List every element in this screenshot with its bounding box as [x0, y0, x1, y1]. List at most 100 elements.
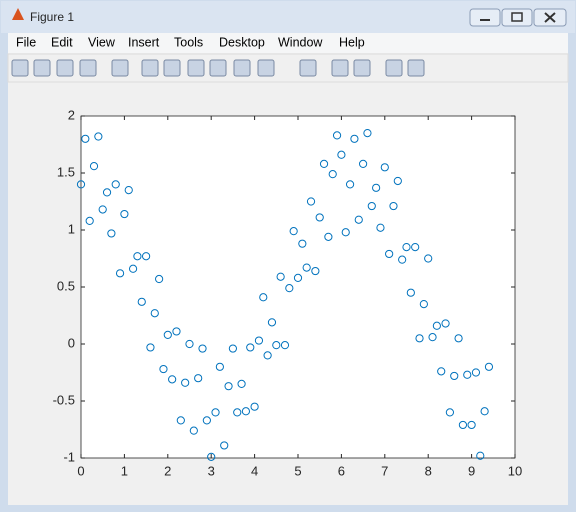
toolbar-button[interactable]: [56, 59, 74, 77]
scatter-point: [441, 319, 450, 328]
scatter-point: [181, 378, 190, 387]
scatter-point: [359, 159, 368, 168]
scatter-point: [476, 451, 485, 460]
scatter-point: [302, 263, 311, 272]
close-icon: [544, 12, 556, 23]
menu-item[interactable]: Help: [339, 35, 365, 49]
maximize-button[interactable]: [501, 8, 533, 27]
scatter-point: [393, 176, 402, 186]
scatter-point: [128, 264, 138, 273]
scatter-point: [185, 339, 194, 349]
scatter-point: [454, 334, 463, 343]
scatter-point: [146, 343, 155, 352]
scatter-point: [89, 162, 99, 171]
scatter-point: [424, 254, 433, 263]
scatter-point: [367, 201, 376, 211]
scatter-point: [354, 215, 363, 224]
scatter-point: [398, 255, 407, 264]
scatter-point: [450, 371, 459, 381]
toolbar-button[interactable]: [163, 59, 181, 77]
y-tick-label: 1: [68, 221, 75, 236]
menu-item[interactable]: Insert: [128, 35, 160, 49]
scatter-point: [224, 382, 233, 391]
scatter-point: [380, 163, 389, 172]
x-tick-label: 9: [468, 463, 475, 478]
scatter-point: [228, 344, 237, 353]
scatter-point: [337, 150, 346, 159]
toolbar-button[interactable]: [111, 59, 129, 77]
y-tick-label: 2: [68, 107, 75, 122]
scatter-point: [120, 209, 129, 219]
scatter-point: [419, 300, 428, 309]
scatter-point: [111, 180, 120, 189]
scatter-point: [202, 416, 211, 425]
x-tick-label: 3: [208, 463, 215, 478]
menu-item[interactable]: Desktop: [219, 35, 265, 49]
scatter-point: [246, 343, 255, 352]
scatter-point: [311, 266, 320, 276]
x-tick-label: 5: [294, 463, 301, 478]
scatter-point: [463, 370, 472, 379]
menu-item[interactable]: File: [16, 35, 36, 49]
toolbar-button[interactable]: [79, 59, 97, 77]
scatter-point: [406, 288, 415, 297]
scatter-point: [263, 351, 272, 360]
x-tick-label: 8: [425, 463, 432, 478]
toolbar-button[interactable]: [257, 59, 275, 77]
scatter-point: [155, 274, 164, 284]
scatter-point: [137, 297, 146, 306]
scatter-point: [319, 159, 329, 168]
scatter-point: [267, 318, 277, 327]
scatter-point: [233, 408, 242, 417]
scatter-point: [484, 362, 494, 371]
scatter-point: [280, 341, 290, 350]
toolbar-button[interactable]: [209, 59, 227, 77]
scatter-point: [163, 330, 172, 339]
scatter-point: [345, 180, 355, 189]
toolbar: [7, 53, 569, 83]
y-tick-label: 1.5: [57, 164, 75, 179]
menu-item[interactable]: Window: [278, 35, 323, 49]
toolbar-button[interactable]: [299, 59, 317, 77]
y-tick-label: 0: [68, 335, 75, 350]
scatter-point: [215, 362, 224, 371]
scatter-point: [107, 229, 116, 238]
scatter-point: [293, 273, 303, 282]
window-title: Figure 1: [30, 10, 74, 24]
scatter-point: [428, 333, 437, 342]
scatter-point: [85, 216, 94, 225]
scatter-point: [81, 134, 90, 143]
menu-item[interactable]: Edit: [51, 35, 73, 49]
scatter-point: [285, 284, 294, 293]
scatter-point: [289, 227, 298, 236]
menu-item[interactable]: Tools: [174, 35, 203, 49]
scatter-point: [102, 188, 112, 197]
scatter-point: [389, 201, 398, 211]
toolbar-button[interactable]: [141, 59, 159, 77]
minimize-button[interactable]: [469, 8, 501, 27]
scatter-point: [328, 170, 337, 179]
scatter-point: [306, 197, 316, 206]
toolbar-button[interactable]: [385, 59, 403, 77]
scatter-point: [207, 452, 216, 461]
scatter-point: [363, 129, 372, 138]
toolbar-button[interactable]: [407, 59, 425, 77]
scatter-point: [76, 180, 86, 189]
toolbar-button[interactable]: [11, 59, 29, 77]
scatter-point: [341, 228, 350, 237]
scatter-point: [98, 205, 107, 214]
scatter-point: [259, 293, 268, 302]
scatter-point: [176, 416, 185, 425]
toolbar-button[interactable]: [331, 59, 349, 77]
scatter-point: [467, 420, 476, 430]
toolbar-button[interactable]: [353, 59, 371, 77]
scatter-point: [415, 334, 424, 343]
toolbar-button[interactable]: [33, 59, 51, 77]
scatter-point: [94, 132, 103, 141]
scatter-point: [276, 272, 285, 281]
maximize-icon: [511, 12, 523, 22]
toolbar-button[interactable]: [187, 59, 205, 77]
menu-item[interactable]: View: [88, 35, 116, 49]
toolbar-button[interactable]: [233, 59, 251, 77]
